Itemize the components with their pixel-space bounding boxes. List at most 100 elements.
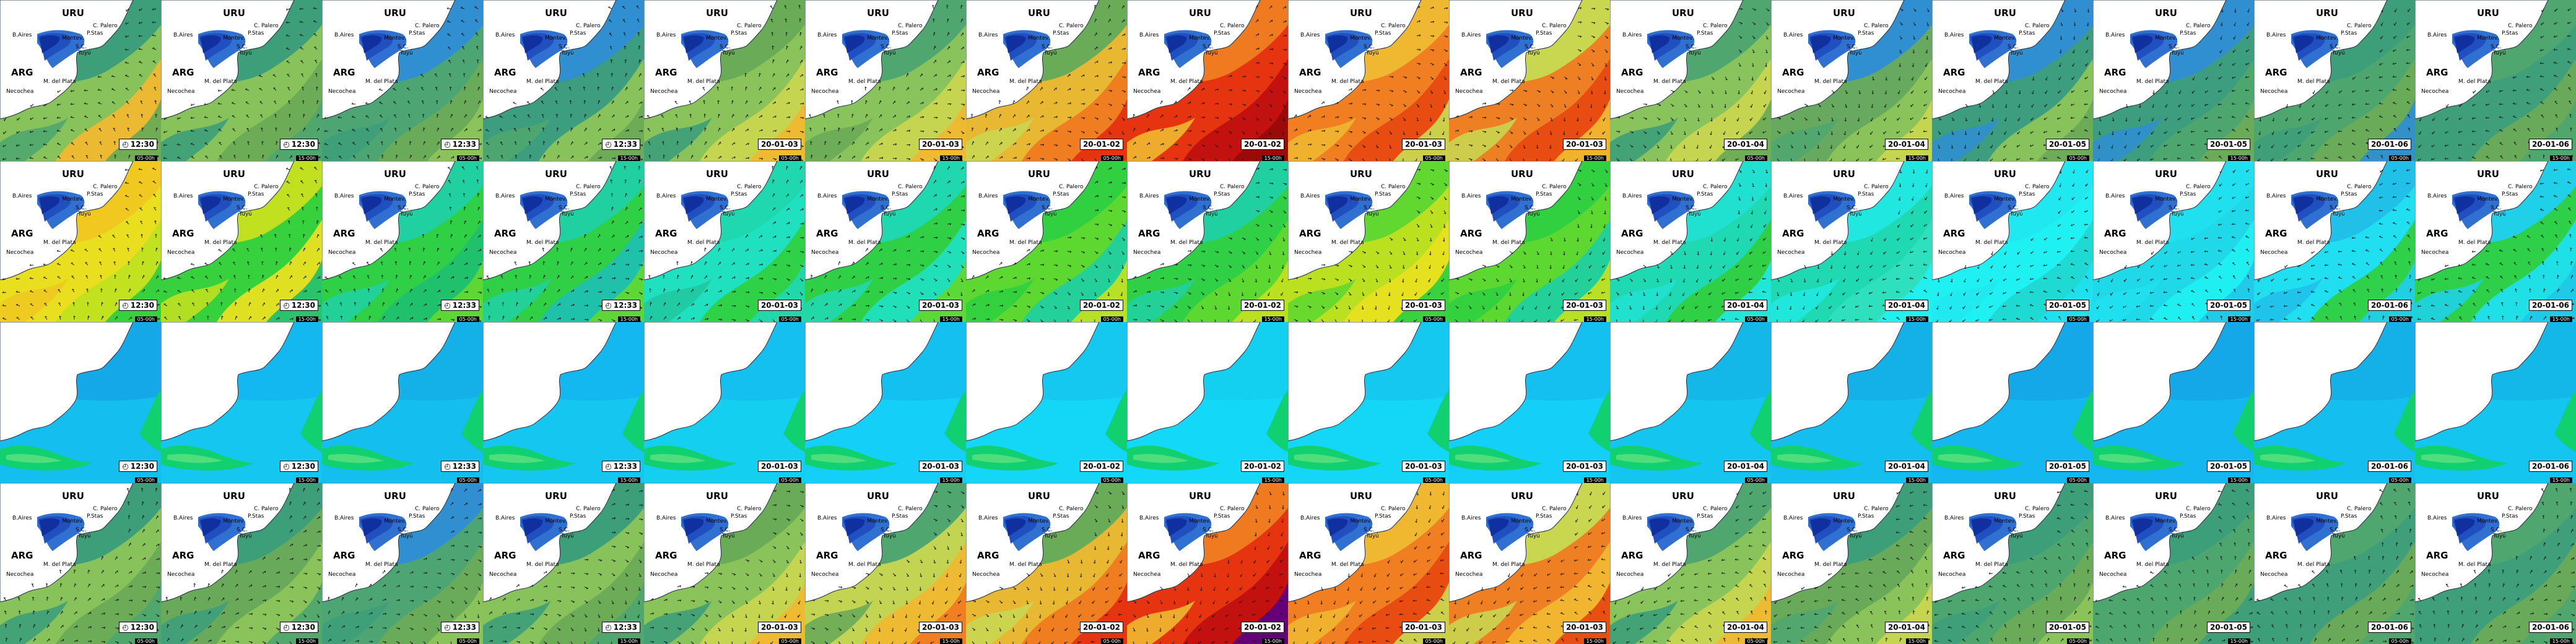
forecast-map-wind-speed-7[interactable]: URU C. Palero B.Aires Montev. P.Stas S.C. Tuyú… [966, 0, 1127, 161]
forecast-map-wave-height-12[interactable]: URU C. Palero B.Aires Montev. P.Stas S.C. Tuyú… [1771, 161, 1932, 322]
place-label-montevideo: Montev. [2477, 518, 2499, 524]
forecast-map-water-level-2[interactable]: ◴ 12:30 15-00h [161, 322, 322, 483]
place-label-montevideo: Montev. [545, 518, 567, 524]
forecast-map-wind-gust-13[interactable]: URU C. Palero B.Aires Montev. P.Stas S.C. Tuyú… [1932, 483, 2093, 644]
forecast-map-wind-speed-16[interactable]: URU C. Palero B.Aires Montev. P.Stas S.C. Tuyú… [2415, 0, 2576, 161]
place-label-uru: URU [1672, 490, 1694, 502]
place-label-platanos: P.Stas [2341, 191, 2357, 198]
place-label-c-palero: C. Palero [1220, 506, 1245, 512]
forecast-map-wave-height-3[interactable]: URU C. Palero B.Aires Montev. P.Stas S.C. Tuyú… [322, 161, 483, 322]
forecast-map-wind-speed-15[interactable]: URU C. Palero B.Aires Montev. P.Stas S.C. Tuyú… [2254, 0, 2415, 161]
valid-time-stamp: 20-01-04 [1884, 461, 1928, 472]
map-field [966, 161, 1127, 322]
place-label-uru: URU [706, 7, 728, 19]
forecast-map-wave-height-5[interactable]: URU C. Palero B.Aires Montev. P.Stas S.C. Tuyú… [644, 161, 805, 322]
forecast-map-wind-gust-8[interactable]: URU C. Palero B.Aires Montev. P.Stas S.C. Tuyú… [1127, 483, 1288, 644]
forecast-map-water-level-8[interactable]: 20-01-02 15-00h [1127, 322, 1288, 483]
forecast-map-wind-speed-13[interactable]: URU C. Palero B.Aires Montev. P.Stas S.C. Tuyú… [1932, 0, 2093, 161]
place-label-c-palero: C. Palero [2025, 23, 2050, 29]
forecast-map-wave-height-9[interactable]: URU C. Palero B.Aires Montev. P.Stas S.C. Tuyú… [1288, 161, 1449, 322]
forecast-map-wind-speed-4[interactable]: URU C. Palero B.Aires Montev. P.Stas S.C. Tuyú… [483, 0, 644, 161]
forecast-map-wave-height-13[interactable]: URU C. Palero B.Aires Montev. P.Stas S.C. Tuyú… [1932, 161, 2093, 322]
place-label-arg: ARG [333, 67, 355, 78]
forecast-map-wind-speed-12[interactable]: URU C. Palero B.Aires Montev. P.Stas S.C. Tuyú… [1771, 0, 1932, 161]
place-label-b-aires: B.Aires [12, 515, 32, 521]
init-time-label: 15-00h [1905, 155, 1928, 161]
forecast-map-wind-speed-11[interactable]: URU C. Palero B.Aires Montev. P.Stas S.C. Tuyú… [1610, 0, 1771, 161]
forecast-map-water-level-4[interactable]: ◴ 12:33 15-00h [483, 322, 644, 483]
valid-time-stamp: 20-01-05 [2206, 139, 2250, 150]
forecast-map-wave-height-15[interactable]: URU C. Palero B.Aires Montev. P.Stas S.C. Tuyú… [2254, 161, 2415, 322]
forecast-map-wave-height-4[interactable]: URU C. Palero B.Aires Montev. P.Stas S.C. Tuyú… [483, 161, 644, 322]
place-label-s-c-del-tuyu: S.C. [237, 44, 248, 50]
forecast-map-wind-gust-5[interactable]: URU C. Palero B.Aires Montev. P.Stas S.C. Tuyú… [644, 483, 805, 644]
place-label-m-del-plata: M. del Plata [1975, 562, 2008, 568]
forecast-map-wind-speed-1[interactable]: URU C. Palero B.Aires Montev. P.Stas S.C. Tuyú… [0, 0, 161, 161]
valid-time-text: 12:30 [291, 462, 315, 471]
forecast-map-wind-speed-6[interactable]: URU C. Palero B.Aires Montev. P.Stas S.C. Tuyú… [805, 0, 966, 161]
init-time-label: 05-00h [778, 638, 801, 644]
forecast-map-wind-gust-4[interactable]: URU C. Palero B.Aires Montev. P.Stas S.C. Tuyú… [483, 483, 644, 644]
place-label-necochea: Necochea [1133, 250, 1161, 256]
forecast-map-wave-height-16[interactable]: URU C. Palero B.Aires Montev. P.Stas S.C. Tuyú… [2415, 161, 2576, 322]
forecast-map-wind-gust-12[interactable]: URU C. Palero B.Aires Montev. P.Stas S.C. Tuyú… [1771, 483, 1932, 644]
place-label-m-del-plata: M. del Plata [1170, 79, 1203, 85]
forecast-map-wind-speed-14[interactable]: URU C. Palero B.Aires Montev. P.Stas S.C. Tuyú… [2093, 0, 2254, 161]
forecast-map-water-level-1[interactable]: ◴ 12:30 05-00h [0, 322, 161, 483]
forecast-map-wave-height-1[interactable]: URU C. Palero B.Aires Montev. P.Stas S.C. Tuyú… [0, 161, 161, 322]
map-field [805, 0, 966, 161]
forecast-map-wind-gust-7[interactable]: URU C. Palero B.Aires Montev. P.Stas S.C. Tuyú… [966, 483, 1127, 644]
place-label-necochea: Necochea [1777, 572, 1805, 578]
forecast-map-wind-speed-10[interactable]: URU C. Palero B.Aires Montev. P.Stas S.C. Tuyú… [1449, 0, 1610, 161]
forecast-map-water-level-3[interactable]: ◴ 12:33 05-00h [322, 322, 483, 483]
forecast-map-wave-height-10[interactable]: URU C. Palero B.Aires Montev. P.Stas S.C. Tuyú… [1449, 161, 1610, 322]
forecast-map-wave-height-11[interactable]: URU C. Palero B.Aires Montev. P.Stas S.C. Tuyú… [1610, 161, 1771, 322]
forecast-map-water-level-9[interactable]: 20-01-03 05-00h [1288, 322, 1449, 483]
forecast-map-wave-height-2[interactable]: URU C. Palero B.Aires Montev. P.Stas S.C. Tuyú… [161, 161, 322, 322]
valid-time-stamp: 20-01-06 [2528, 461, 2572, 472]
place-label-arg: ARG [2104, 228, 2126, 239]
forecast-map-wave-height-6[interactable]: URU C. Palero B.Aires Montev. P.Stas S.C. Tuyú… [805, 161, 966, 322]
place-label-uru: URU [1028, 168, 1050, 180]
forecast-map-water-level-13[interactable]: 20-01-05 05-00h [1932, 322, 2093, 483]
forecast-map-wind-gust-10[interactable]: URU C. Palero B.Aires Montev. P.Stas S.C. Tuyú… [1449, 483, 1610, 644]
init-time-label: 15-00h [1261, 155, 1284, 161]
forecast-map-wind-speed-9[interactable]: URU C. Palero B.Aires Montev. P.Stas S.C. Tuyú… [1288, 0, 1449, 161]
forecast-map-wind-gust-16[interactable]: URU C. Palero B.Aires Montev. P.Stas S.C. Tuyú… [2415, 483, 2576, 644]
valid-time-text: 12:33 [613, 140, 637, 149]
forecast-map-water-level-11[interactable]: 20-01-04 05-00h [1610, 322, 1771, 483]
forecast-map-wave-height-7[interactable]: URU C. Palero B.Aires Montev. P.Stas S.C. Tuyú… [966, 161, 1127, 322]
forecast-map-water-level-14[interactable]: 20-01-05 15-00h [2093, 322, 2254, 483]
forecast-map-wind-gust-3[interactable]: URU C. Palero B.Aires Montev. P.Stas S.C. Tuyú… [322, 483, 483, 644]
forecast-map-water-level-7[interactable]: 20-01-02 05-00h [966, 322, 1127, 483]
forecast-map-wind-gust-2[interactable]: URU C. Palero B.Aires Montev. P.Stas S.C. Tuyú… [161, 483, 322, 644]
map-field [1449, 322, 1610, 483]
place-label-platanos: P.Stas [892, 30, 908, 37]
forecast-map-water-level-15[interactable]: 20-01-06 05-00h [2254, 322, 2415, 483]
forecast-map-wind-gust-6[interactable]: URU C. Palero B.Aires Montev. P.Stas S.C. Tuyú… [805, 483, 966, 644]
valid-time-stamp: 20-01-02 [1079, 461, 1123, 472]
forecast-map-water-level-6[interactable]: 20-01-03 15-00h [805, 322, 966, 483]
forecast-map-wind-speed-3[interactable]: URU C. Palero B.Aires Montev. P.Stas S.C. Tuyú… [322, 0, 483, 161]
forecast-map-water-level-5[interactable]: 20-01-03 05-00h [644, 322, 805, 483]
forecast-map-water-level-10[interactable]: 20-01-03 15-00h [1449, 322, 1610, 483]
forecast-map-wave-height-14[interactable]: URU C. Palero B.Aires Montev. P.Stas S.C. Tuyú… [2093, 161, 2254, 322]
place-label-necochea: Necochea [650, 250, 678, 256]
place-label-b-aires: B.Aires [656, 193, 676, 199]
forecast-map-wind-speed-5[interactable]: URU C. Palero B.Aires Montev. P.Stas S.C. Tuyú… [644, 0, 805, 161]
forecast-map-wind-gust-14[interactable]: URU C. Palero B.Aires Montev. P.Stas S.C. Tuyú… [2093, 483, 2254, 644]
forecast-map-water-level-12[interactable]: 20-01-04 15-00h [1771, 322, 1932, 483]
forecast-map-wind-gust-1[interactable]: URU C. Palero B.Aires Montev. P.Stas S.C. Tuyú… [0, 483, 161, 644]
forecast-map-wave-height-8[interactable]: URU C. Palero B.Aires Montev. P.Stas S.C. Tuyú… [1127, 161, 1288, 322]
place-label-arg: ARG [2104, 67, 2126, 78]
forecast-map-water-level-16[interactable]: 20-01-06 15-00h [2415, 322, 2576, 483]
place-label-s-c-del-tuyu: S.C. [2169, 527, 2180, 533]
place-label-montevideo: Montev. [1189, 196, 1211, 202]
forecast-map-wind-gust-15[interactable]: URU C. Palero B.Aires Montev. P.Stas S.C. Tuyú… [2254, 483, 2415, 644]
forecast-map-wind-gust-9[interactable]: URU C. Palero B.Aires Montev. P.Stas S.C. Tuyú… [1288, 483, 1449, 644]
place-label-b-aires: B.Aires [1783, 32, 1803, 38]
forecast-map-wind-speed-2[interactable]: URU C. Palero B.Aires Montev. P.Stas S.C. Tuyú… [161, 0, 322, 161]
map-field [1449, 483, 1610, 644]
forecast-map-wind-speed-8[interactable]: URU C. Palero B.Aires Montev. P.Stas S.C. Tuyú… [1127, 0, 1288, 161]
forecast-map-wind-gust-11[interactable]: URU C. Palero B.Aires Montev. P.Stas S.C. Tuyú… [1610, 483, 1771, 644]
